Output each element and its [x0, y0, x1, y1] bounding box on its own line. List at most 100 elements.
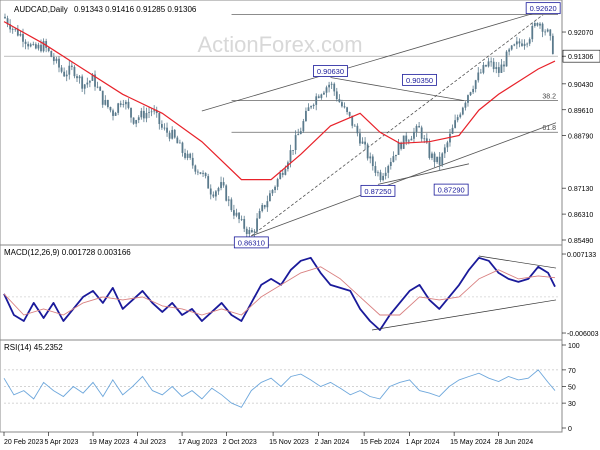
candle-body: [395, 154, 397, 157]
x-tick-label: 28 Jun 2024: [495, 439, 534, 446]
candle-body: [47, 47, 50, 52]
price-annotation-label: 0.87250: [364, 187, 391, 196]
candle-body: [212, 194, 215, 197]
candle-body: [513, 44, 516, 46]
rsi-title: RSI(14) 45.2352: [4, 343, 63, 352]
candle-body: [500, 64, 503, 73]
candle-body: [22, 34, 24, 42]
candle-body: [366, 144, 369, 159]
candle-body: [441, 153, 444, 165]
candle-body: [132, 117, 135, 124]
price-tick-label: 0.89610: [568, 108, 593, 115]
candle-body: [263, 205, 266, 208]
candle-body: [312, 104, 315, 107]
candle-body: [40, 44, 42, 52]
price-annotation-label: 0.86310: [238, 238, 265, 247]
candle-body: [243, 218, 246, 229]
price-tick-label: 0.88790: [568, 134, 593, 141]
candle-body: [323, 92, 325, 95]
candle-body: [70, 65, 73, 67]
candle-body: [297, 134, 300, 136]
candle-body: [289, 150, 292, 163]
candle-body: [315, 96, 318, 105]
candle-body: [99, 86, 102, 91]
candle-body: [310, 106, 312, 108]
x-tick-label: 17 Aug 2023: [178, 439, 217, 446]
candle-body: [472, 88, 475, 93]
candle-body: [148, 112, 150, 113]
candle-body: [533, 23, 536, 27]
price-annotation-box: [360, 184, 396, 197]
chart-header: AUDCAD,Daily 0.91343 0.91416 0.91285 0.9…: [14, 5, 197, 14]
moving-average-line: [3, 21, 556, 181]
rsi-tick-label: 100: [568, 343, 580, 350]
price-pane: [0, 0, 563, 246]
candle-body: [253, 231, 256, 233]
candle-body: [34, 44, 37, 49]
trend-line: [201, 10, 544, 112]
candle-body: [343, 106, 346, 108]
candle-body: [60, 67, 63, 72]
macd-tick-label: 0.007133: [567, 252, 596, 259]
price-annotation-box: [402, 73, 437, 86]
candle-body: [551, 35, 554, 54]
candle-body: [523, 43, 526, 46]
candle-body: [104, 99, 107, 105]
candle-body: [261, 205, 264, 212]
candle-body: [127, 101, 130, 108]
candle-body: [52, 56, 55, 62]
candle-body: [508, 49, 511, 52]
candle-body: [207, 176, 210, 189]
candle-body: [11, 28, 14, 30]
rsi-line: [3, 369, 556, 408]
candle-body: [199, 172, 202, 174]
macd-signal-line: [3, 266, 556, 316]
candle-body: [256, 218, 258, 232]
price-annotation-box: [525, 2, 561, 15]
candle-body: [536, 23, 539, 26]
candle-body: [490, 61, 493, 63]
candle-body: [117, 103, 120, 113]
candle-body: [413, 131, 415, 139]
candle-body: [418, 125, 421, 128]
candle-body: [27, 43, 30, 47]
candle-body: [119, 103, 122, 105]
candle-body: [356, 125, 359, 134]
candle-body: [55, 58, 58, 62]
candle-body: [91, 74, 94, 81]
x-tick-label: 2 Jan 2024: [315, 439, 350, 446]
candle-body: [379, 172, 382, 181]
candle-body: [181, 142, 184, 153]
candle-body: [124, 101, 127, 105]
candle-body: [353, 125, 356, 127]
price-annotation-label: 0.92620: [530, 4, 557, 13]
candle-body: [515, 41, 518, 45]
candle-body: [402, 135, 405, 149]
candle-body: [451, 127, 454, 134]
candle-body: [130, 107, 132, 118]
candle-body: [369, 156, 372, 159]
price-tick-label: 0.85490: [568, 238, 593, 245]
candle-body: [230, 199, 233, 211]
candle-body: [549, 29, 552, 36]
price-tick-label: 0.87130: [568, 186, 593, 193]
x-tick-label: 5 Apr 2023: [45, 439, 79, 446]
candle-body: [140, 110, 143, 118]
candle-body: [387, 165, 390, 173]
candle-body: [320, 94, 323, 98]
candle-body: [137, 117, 140, 121]
macd-trend-line: [478, 255, 557, 269]
candle-body: [271, 190, 274, 194]
candle-body: [215, 191, 217, 197]
candle-body: [178, 142, 181, 144]
candle-body: [477, 72, 480, 81]
rsi-tick-label: 30: [568, 401, 576, 408]
candle-body: [407, 140, 410, 142]
candle-body: [317, 96, 320, 98]
candle-body: [176, 137, 179, 144]
price-annotation-box: [433, 183, 469, 196]
candle-body: [42, 41, 45, 52]
candle-body: [420, 127, 423, 139]
price-annotation-label: 0.90350: [406, 76, 433, 85]
price-tick-label: 0.92070: [568, 30, 593, 37]
